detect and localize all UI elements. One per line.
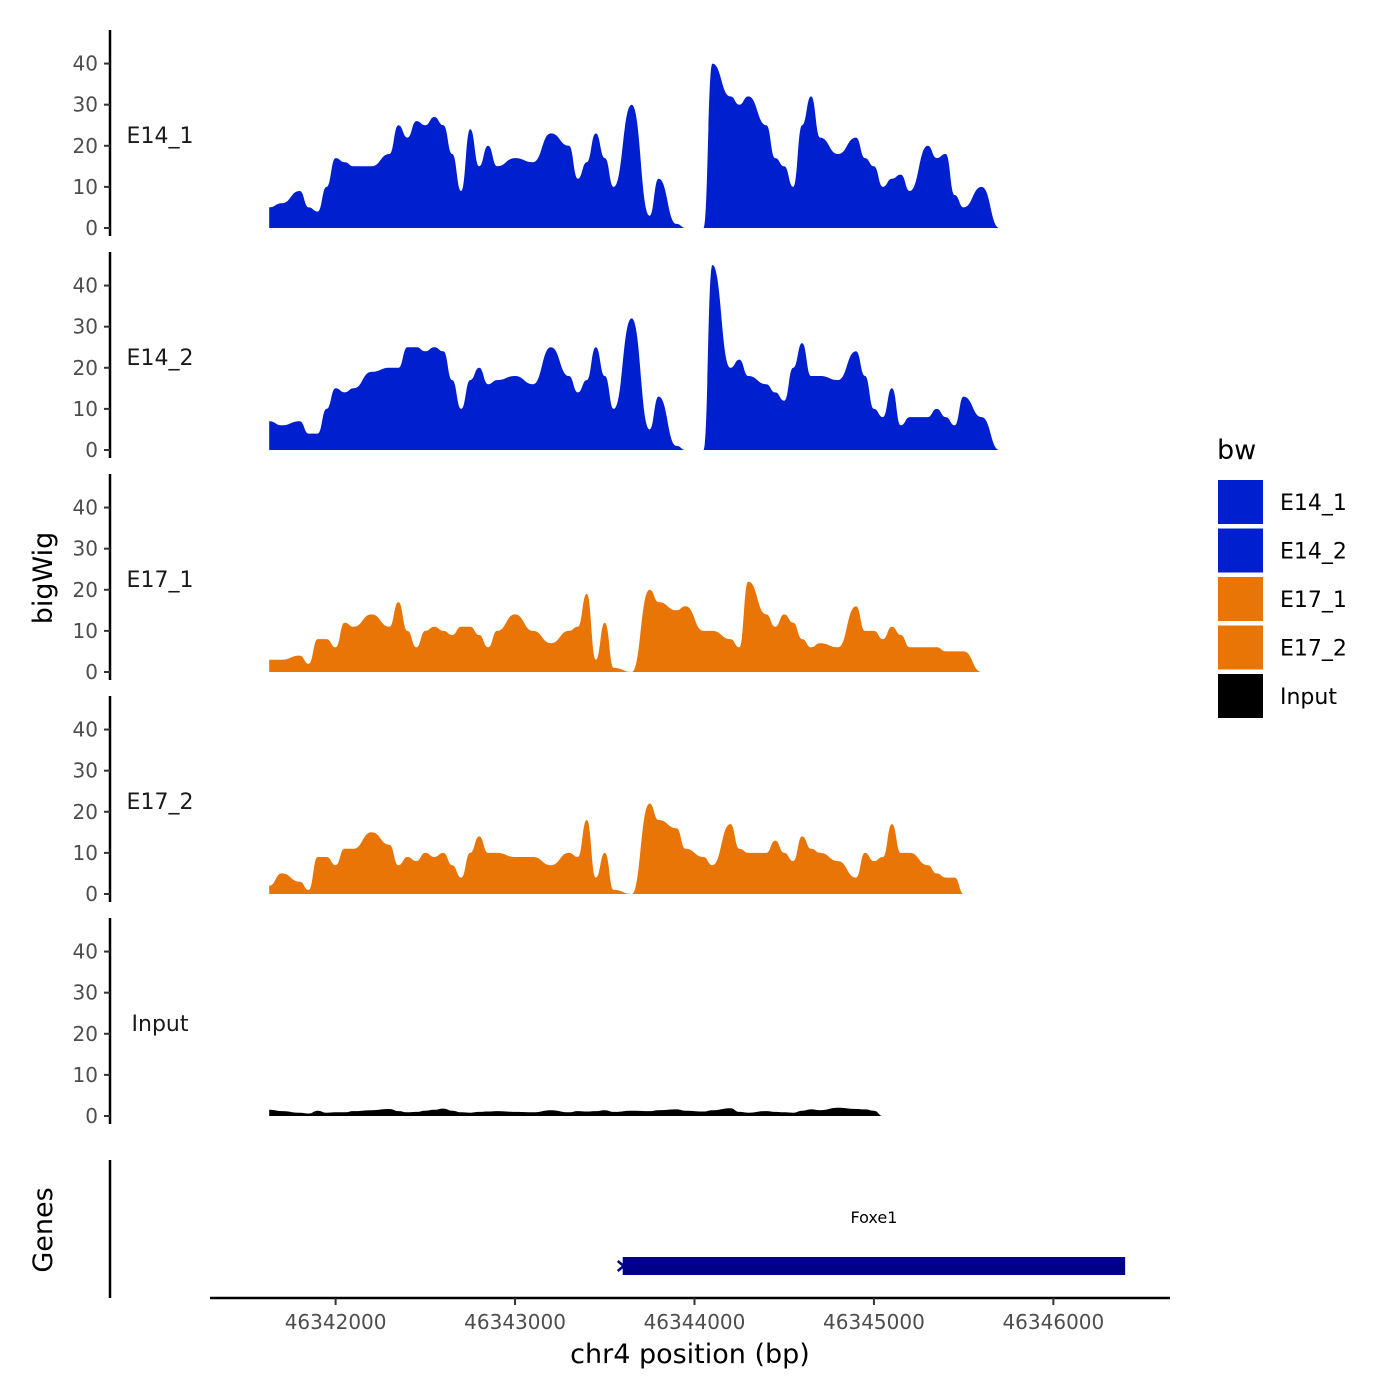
y-tick-label: 30	[73, 315, 98, 339]
x-tick-label: 46343000	[464, 1310, 566, 1334]
track-E14_2: 0 10 20 30 40 E14_2	[73, 252, 1120, 462]
y-axis-title: bigWig	[28, 532, 59, 625]
legend-label: E14_2	[1280, 540, 1347, 565]
track-panels: 0 10 20 30 40 E14_1 0 10 20 30 40 E14_2 0 10 20 30 40 E17…	[73, 30, 1120, 1128]
y-tick-label: 0	[85, 1104, 98, 1128]
y-tick-label: 20	[73, 134, 98, 158]
y-tick-label: 30	[73, 759, 98, 783]
legend-swatch	[1218, 625, 1263, 670]
y-tick-label: 30	[73, 537, 98, 561]
area-series-E14_2	[269, 265, 1120, 450]
x-axis-title: chr4 position (bp)	[570, 1339, 810, 1370]
legend: bw E14_1 E14_2 E17_1 E17_2 Input	[1217, 435, 1347, 718]
y-tick-label: 0	[85, 882, 98, 906]
gene-body	[622, 1257, 1126, 1275]
y-tick-label: 30	[73, 981, 98, 1005]
legend-label: E17_1	[1280, 588, 1347, 613]
legend-swatch	[1218, 528, 1263, 573]
y-tick-label: 10	[73, 619, 98, 643]
area-series-Input	[269, 1107, 1120, 1116]
area-series-E14_1	[269, 63, 1120, 228]
track-label-E17_2: E17_2	[127, 790, 194, 815]
legend-label: E14_1	[1280, 491, 1347, 516]
track-label-E17_1: E17_1	[127, 568, 194, 593]
legend-entry-E17_2: E17_2	[1218, 625, 1347, 670]
y-tick-label: 0	[85, 660, 98, 684]
x-tick-label: 46346000	[1002, 1310, 1104, 1334]
genes-axis-title: Genes	[28, 1187, 59, 1272]
legend-swatch	[1218, 577, 1263, 621]
area-series-E17_1	[269, 581, 1120, 672]
track-label-E14_2: E14_2	[127, 346, 194, 371]
track-Input: 0 10 20 30 40 Input	[73, 918, 1120, 1128]
legend-entry-Input: Input	[1218, 674, 1337, 718]
legend-swatch	[1218, 480, 1263, 524]
y-tick-label: 10	[73, 1063, 98, 1087]
legend-entry-E17_1: E17_1	[1218, 577, 1347, 621]
x-tick-label: 46342000	[285, 1310, 387, 1334]
legend-title: bw	[1217, 435, 1256, 466]
y-tick-label: 40	[73, 940, 98, 964]
gene-Foxe1: Foxe1	[616, 1208, 1126, 1275]
legend-entry-E14_1: E14_1	[1218, 480, 1347, 524]
gene-label: Foxe1	[850, 1208, 897, 1227]
y-tick-label: 0	[85, 438, 98, 462]
y-tick-label: 40	[73, 718, 98, 742]
y-tick-label: 40	[73, 52, 98, 76]
x-axis: 46342000 46343000 46344000 46345000 46346000	[210, 1296, 1170, 1334]
track-label-Input: Input	[132, 1012, 189, 1037]
y-tick-label: 20	[73, 578, 98, 602]
x-tick-label: 46345000	[823, 1310, 925, 1334]
x-tick-label: 46344000	[644, 1310, 746, 1334]
y-tick-label: 40	[73, 274, 98, 298]
legend-entry-E14_2: E14_2	[1218, 528, 1347, 573]
y-tick-label: 0	[85, 216, 98, 240]
track-E14_1: 0 10 20 30 40 E14_1	[73, 30, 1120, 240]
area-series-E17_2	[269, 803, 1120, 894]
y-tick-label: 20	[73, 356, 98, 380]
y-tick-label: 10	[73, 841, 98, 865]
y-tick-label: 10	[73, 397, 98, 421]
y-tick-label: 20	[73, 1022, 98, 1046]
legend-label: Input	[1280, 685, 1337, 710]
legend-label: E17_2	[1280, 637, 1347, 662]
gene-strand-mark	[616, 1260, 626, 1272]
y-tick-label: 40	[73, 496, 98, 520]
track-E17_2: 0 10 20 30 40 E17_2	[73, 696, 1120, 906]
track-label-E14_1: E14_1	[127, 124, 194, 149]
track-E17_1: 0 10 20 30 40 E17_1	[73, 474, 1120, 684]
y-tick-label: 30	[73, 93, 98, 117]
gene-panel: Foxe1	[108, 1160, 1126, 1298]
y-tick-label: 10	[73, 175, 98, 199]
y-tick-label: 20	[73, 800, 98, 824]
legend-swatch	[1218, 674, 1263, 718]
